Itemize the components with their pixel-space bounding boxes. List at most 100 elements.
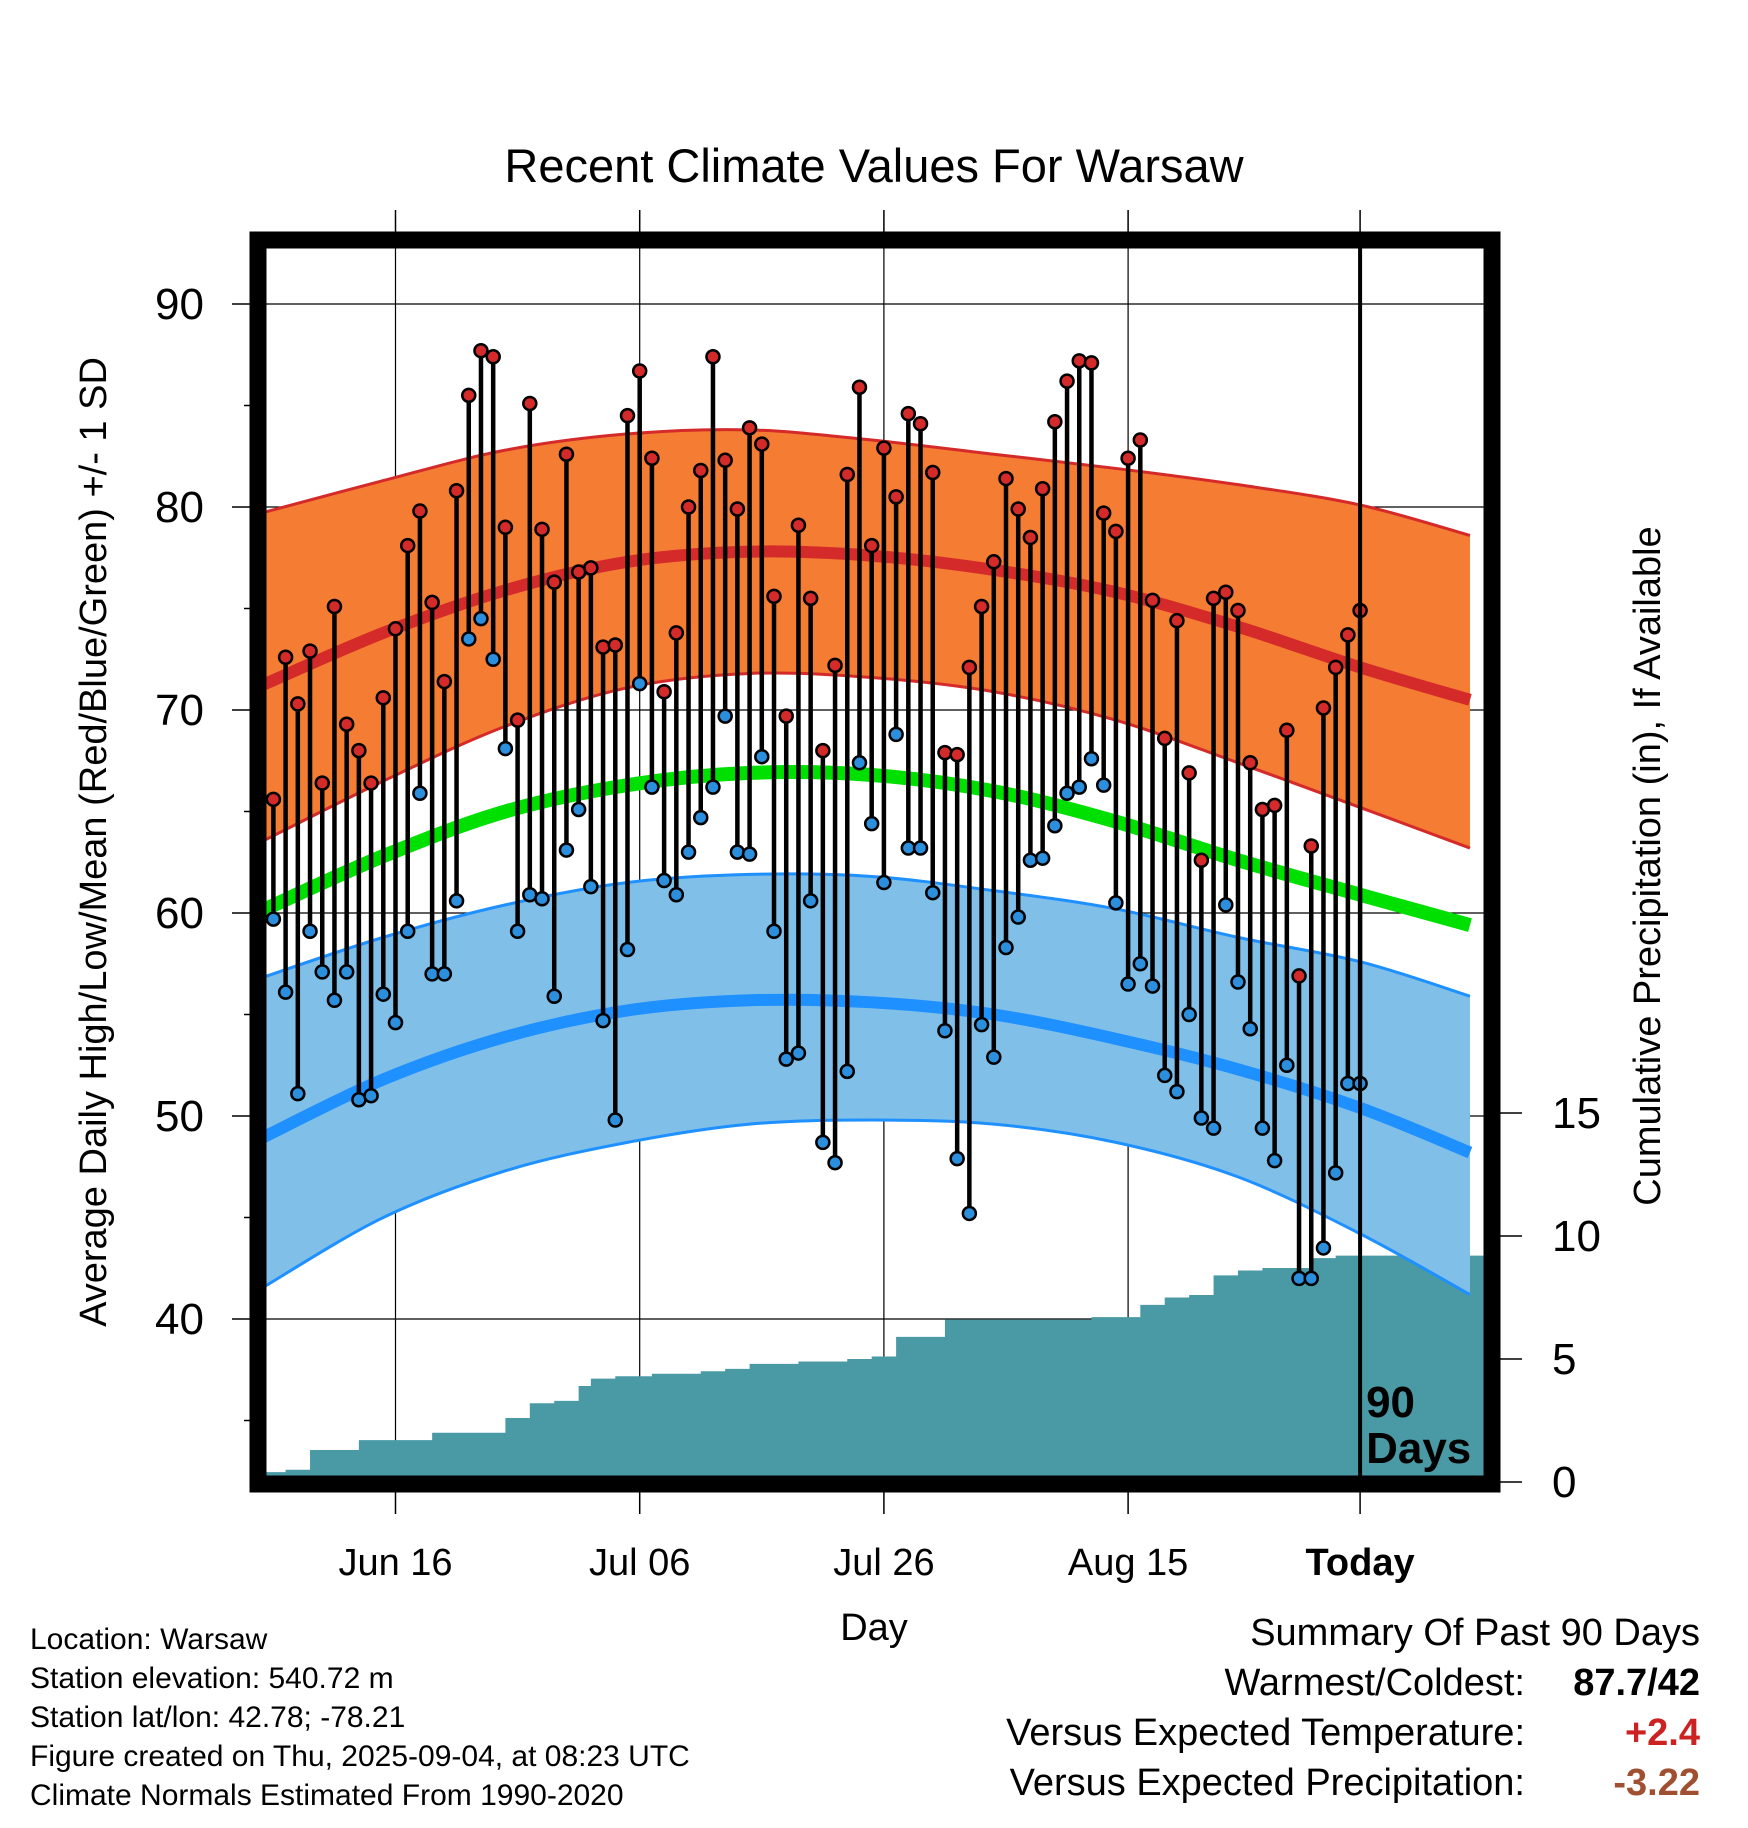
- daily-low-point: [1047, 817, 1063, 834]
- daily-low-point: [1132, 956, 1149, 972]
- daily-high-point: [1010, 501, 1026, 517]
- daily-high-point: [1291, 968, 1307, 984]
- daily-low-point: [595, 1012, 611, 1029]
- low-normal-line: [258, 993, 1473, 1159]
- daily-high-point: [729, 501, 746, 517]
- daily-high-point: [1230, 602, 1246, 619]
- daily-high-point: [680, 499, 697, 515]
- plot-frame: [249, 231, 1501, 1493]
- daily-high-point: [924, 464, 941, 481]
- low-sd-band: [261, 873, 1470, 1295]
- daily-high-point: [839, 466, 856, 483]
- daily-high-point: [485, 349, 501, 365]
- daily-high-point: [802, 590, 819, 607]
- daily-high-point: [1071, 353, 1088, 369]
- daily-high-point: [741, 420, 758, 436]
- x-tick-label: Today: [1306, 1542, 1415, 1584]
- low-sd-band-upper-edge: [260, 872, 1471, 998]
- daily-high-point: [1193, 852, 1210, 868]
- y-right-tick-label: 10: [1552, 1212, 1601, 1261]
- daily-high-point: [583, 560, 599, 576]
- daily-high-point: [1266, 797, 1283, 814]
- daily-high-point: [1242, 755, 1258, 771]
- daily-high-point: [656, 683, 672, 700]
- daily-low-point: [1059, 785, 1075, 801]
- daily-high-point: [1303, 838, 1319, 854]
- daily-high-point: [876, 440, 892, 456]
- y-left-tick-label: 90: [155, 280, 204, 329]
- daily-low-point: [888, 726, 904, 743]
- daily-high-point: [448, 483, 465, 499]
- daily-high-point: [1205, 590, 1222, 607]
- daily-high-point: [412, 503, 428, 519]
- summary-title: Summary Of Past 90 Days: [1250, 1612, 1700, 1654]
- x-tick-label: Jul 26: [833, 1542, 934, 1584]
- daily-low-point: [644, 779, 660, 795]
- daily-low-point: [473, 610, 489, 627]
- daily-low-point: [1193, 1110, 1210, 1126]
- daily-high-point: [265, 791, 282, 808]
- daily-low-point: [949, 1150, 965, 1167]
- daily-low-point: [1095, 777, 1112, 793]
- daily-low-point: [998, 939, 1014, 956]
- daily-high-point: [351, 742, 367, 759]
- daily-low-point: [973, 1016, 990, 1033]
- daily-high-point: [363, 775, 379, 791]
- daily-low-point: [1218, 897, 1234, 913]
- daily-low-point: [790, 1045, 807, 1061]
- daily-low-point: [1242, 1020, 1258, 1037]
- daily-low-point: [497, 740, 514, 757]
- daily-high-point: [1218, 584, 1234, 601]
- daily-low-point: [1254, 1120, 1271, 1136]
- daily-high-point: [534, 521, 550, 538]
- daily-high-point: [900, 405, 917, 422]
- axes: 40 50 60 70 80 90 0 5 10 15 Jun 16 Jul 06 Jul 26 Aug …: [155, 210, 1601, 1584]
- daily-high-point: [1279, 722, 1295, 739]
- daily-low-point: [314, 964, 330, 980]
- daily-low-point: [509, 923, 526, 940]
- daily-low-point: [1205, 1120, 1222, 1136]
- plot-border: [249, 231, 1501, 1493]
- daily-low-point: [1315, 1240, 1332, 1256]
- daily-high-point: [314, 775, 330, 791]
- daily-low-point: [570, 801, 587, 818]
- daily-high-point: [961, 659, 978, 676]
- daily-high-point: [1095, 505, 1112, 521]
- daily-low-point: [924, 884, 941, 901]
- daily-low-point: [668, 886, 685, 903]
- daily-low-point: [546, 988, 562, 1004]
- daily-low-point: [1327, 1165, 1344, 1181]
- daily-high-point: [912, 416, 929, 432]
- daily-high-point: [290, 696, 306, 712]
- daily-low-point: [741, 846, 758, 862]
- daily-low-point: [1120, 976, 1136, 992]
- y-left-tick-label: 80: [155, 483, 204, 532]
- daily-low-point: [863, 815, 880, 832]
- summary-warmest-coldest-row: Warmest/Coldest: 87.7/42: [1006, 1662, 1700, 1712]
- daily-high-point: [1083, 355, 1100, 371]
- daily-low-point: [1303, 1270, 1319, 1287]
- daily-high-point: [546, 574, 562, 590]
- daily-low-point: [986, 1049, 1002, 1065]
- chart-title: Recent Climate Values For Warsaw: [504, 139, 1244, 192]
- daily-high-point: [302, 643, 318, 659]
- daily-high-point: [1340, 627, 1356, 643]
- x-tick-label: Jun 16: [338, 1542, 452, 1584]
- info-latlon: Station lat/lon: 42.78; -78.21: [30, 1701, 406, 1734]
- low-sd-band-lower-edge: [260, 1118, 1471, 1296]
- daily-high-point: [717, 452, 733, 469]
- daily-high-point: [766, 588, 782, 605]
- daily-low-point: [399, 923, 416, 940]
- daily-low-point: [436, 966, 453, 982]
- station-info: Location: Warsaw Station elevation: 540.…: [30, 1620, 690, 1815]
- summary-warmest-coldest-value: 87.7/42: [1573, 1662, 1700, 1704]
- daily-low-point: [1144, 978, 1161, 994]
- daily-low-point: [607, 1112, 624, 1128]
- daily-high-point: [1169, 612, 1185, 629]
- daily-high-point: [1181, 765, 1197, 781]
- summary-precip-label: Versus Expected Precipitation:: [1009, 1762, 1525, 1804]
- daily-high-point: [754, 436, 770, 452]
- info-location: Location: Warsaw: [30, 1623, 268, 1656]
- daily-high-point: [473, 342, 489, 359]
- daily-low-point: [729, 844, 746, 860]
